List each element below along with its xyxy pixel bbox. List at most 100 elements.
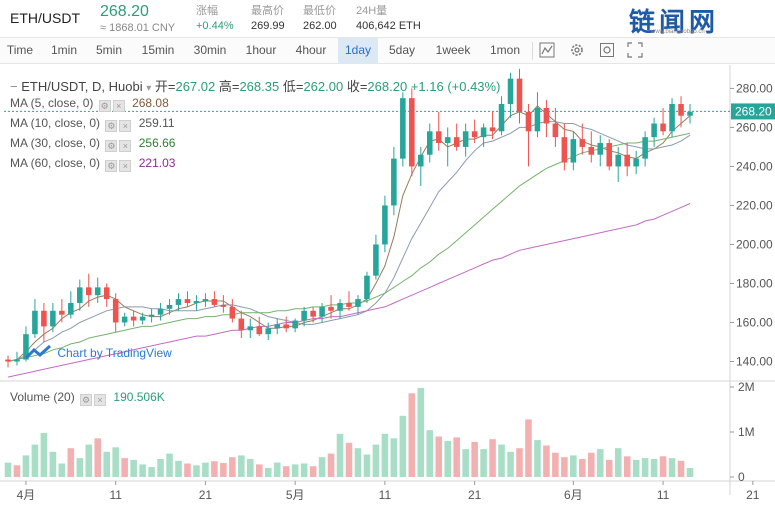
gear-icon[interactable]: ⚙	[98, 100, 111, 112]
stat-label: 24H量	[356, 5, 388, 17]
tf-1mon[interactable]: 1mon	[489, 43, 521, 57]
low-value: 262.00	[303, 79, 344, 94]
pair-name[interactable]: ETH/USDT	[10, 10, 80, 26]
y-tick-label: 160.00	[736, 315, 773, 329]
ma-label: MA (5, close, 0)	[10, 96, 94, 110]
chevron-down-icon[interactable]: ▾	[146, 83, 152, 94]
brand-logo: 链闻网 www.bianbaobao.cn	[629, 2, 769, 38]
y-tick-label: 180.00	[736, 276, 773, 290]
volume-bar	[184, 463, 191, 477]
candle-body	[642, 137, 648, 159]
candle-body	[615, 154, 621, 167]
volume-bar	[238, 455, 245, 477]
x-tick-label: 11	[379, 488, 392, 502]
candle-body	[597, 143, 604, 155]
volume-bar	[363, 454, 371, 477]
tf-1day[interactable]: 1day	[338, 38, 378, 64]
tradingview-brand[interactable]: Chart by TradingView	[24, 344, 172, 360]
indicator-icon[interactable]	[538, 42, 556, 60]
candle-body	[498, 104, 505, 132]
volume-bar	[58, 463, 66, 477]
volume-bar	[193, 465, 200, 477]
candle-body	[480, 127, 487, 138]
y-tick-label: 240.00	[736, 159, 773, 173]
candle-body	[229, 306, 236, 319]
screenshot-icon[interactable]	[598, 42, 616, 60]
candle-body	[301, 310, 307, 321]
tf-time[interactable]: Time	[6, 43, 34, 57]
volume-bar	[40, 432, 48, 477]
tf-5min[interactable]: 5min	[95, 43, 122, 57]
candle-body	[373, 244, 379, 276]
volume-bar	[552, 452, 559, 477]
tf-1min[interactable]: 1min	[50, 43, 77, 57]
volume-bar	[480, 449, 487, 477]
volume-label: Volume (20)	[10, 390, 75, 404]
logo-text: 链闻网	[629, 8, 720, 38]
logo-subtext: www.bianbaobao.cn	[651, 29, 705, 35]
brand-text: Chart by TradingView	[57, 346, 172, 360]
volume-value: 190.506K	[113, 390, 165, 404]
candle-body	[606, 143, 613, 167]
volume-bar	[570, 455, 577, 477]
low-label: 低=	[282, 79, 304, 94]
candle-body	[489, 127, 496, 132]
candle-body	[175, 299, 182, 305]
volume-bar	[534, 440, 541, 477]
volume-bar	[94, 438, 102, 477]
stat-label: 涨幅	[196, 5, 218, 17]
y-tick-label: 280.00	[736, 81, 773, 95]
volume-bar	[686, 468, 694, 477]
volume-bar	[489, 439, 496, 477]
close-icon[interactable]: ×	[119, 160, 132, 172]
close-icon[interactable]: ×	[94, 394, 107, 406]
gear-icon[interactable]: ⚙	[105, 140, 118, 152]
price-block: 268.20 ≈ 1868.01 CNY	[100, 3, 175, 35]
candle-body	[94, 287, 101, 296]
fullscreen-icon[interactable]	[626, 42, 644, 60]
volume-bar	[345, 442, 353, 477]
tf-4hour[interactable]: 4hour	[295, 43, 327, 57]
tf-1week[interactable]: 1week	[435, 43, 471, 57]
volume-bar	[49, 451, 57, 477]
candle-body	[157, 308, 164, 315]
volume-bar	[121, 458, 128, 477]
volume-bar	[471, 441, 478, 477]
close-icon[interactable]: ×	[119, 140, 132, 152]
gear-icon[interactable]: ⚙	[105, 120, 118, 132]
close-icon[interactable]: ×	[112, 100, 125, 112]
volume-bar	[596, 449, 604, 477]
candle-body	[355, 299, 361, 307]
candle-body	[77, 287, 83, 303]
tf-30min[interactable]: 30min	[193, 43, 227, 57]
gear-icon[interactable]: ⚙	[80, 394, 93, 406]
candle-body	[444, 137, 451, 144]
close-icon[interactable]: ×	[119, 120, 132, 132]
candle-body	[462, 131, 469, 147]
x-tick-label: 5月	[286, 488, 305, 502]
ma-legend-row: MA (5, close, 0) ⚙ × 268.08	[10, 96, 169, 112]
volume-bar	[632, 459, 640, 477]
volume-bar	[650, 459, 658, 477]
volume-bar	[255, 464, 263, 477]
candle-body	[400, 98, 406, 159]
stat-change: 涨幅 +0.44%	[196, 4, 234, 34]
volume-bar	[166, 453, 173, 477]
candle-body	[166, 304, 173, 309]
chart-area[interactable]: 140.00 160.00 180.00 200.00 220.00 240.00 260.…	[0, 65, 775, 506]
volume-bar	[282, 466, 290, 477]
settings-icon[interactable]	[568, 42, 586, 60]
tf-15min[interactable]: 15min	[141, 43, 175, 57]
volume-bar	[579, 459, 586, 477]
stat-value: 406,642 ETH	[356, 20, 421, 32]
x-tick-label: 6月	[564, 488, 583, 502]
tf-5day[interactable]: 5day	[388, 43, 416, 57]
collapse-icon[interactable]: −	[10, 79, 18, 94]
tf-1hour[interactable]: 1hour	[245, 43, 277, 57]
stat-label: 最低价	[303, 5, 336, 17]
candle-body	[409, 98, 415, 167]
volume-bar	[498, 444, 505, 477]
candle-body	[687, 111, 693, 116]
volume-bar	[273, 462, 281, 477]
gear-icon[interactable]: ⚙	[105, 160, 118, 172]
